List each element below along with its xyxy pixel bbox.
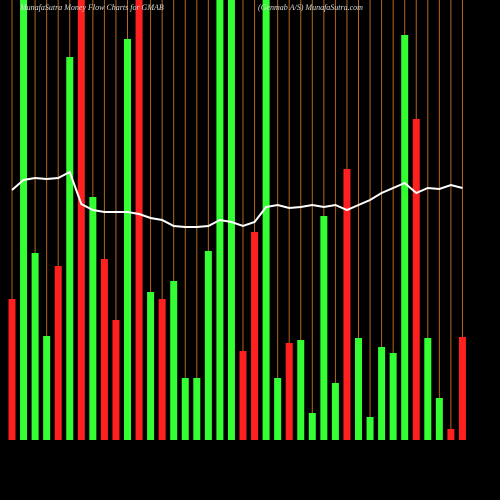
plot <box>8 0 466 440</box>
bar <box>8 299 16 440</box>
bar <box>274 378 282 440</box>
bar <box>77 0 85 440</box>
bar <box>181 378 189 440</box>
bar <box>20 0 28 440</box>
bar <box>54 266 62 440</box>
bar <box>320 216 328 440</box>
bar <box>378 347 386 440</box>
bar <box>147 292 155 440</box>
bar <box>435 398 443 440</box>
bar <box>308 413 316 440</box>
chart-title: MunafaSutra Money Flow Charts for GMAB <box>19 3 164 12</box>
bar <box>262 0 270 440</box>
flow-line <box>11 170 463 228</box>
bar <box>366 417 374 440</box>
bar <box>89 197 97 440</box>
bar <box>251 232 259 440</box>
bar <box>401 35 409 440</box>
bar <box>135 0 143 440</box>
bar <box>193 378 201 440</box>
bar <box>112 320 120 440</box>
bar <box>331 383 339 440</box>
bar <box>204 251 212 440</box>
bar <box>355 338 362 440</box>
chart-subtitle: (Genmab A/S) MunafaSutra.com <box>258 3 363 12</box>
bar <box>297 340 305 440</box>
bar <box>412 119 420 440</box>
bar <box>31 253 39 440</box>
bar <box>100 259 108 440</box>
bar <box>458 337 466 440</box>
bar <box>285 343 293 440</box>
bar <box>389 353 397 440</box>
bar <box>424 338 432 440</box>
bar <box>158 299 166 440</box>
bar <box>343 169 351 440</box>
bar <box>43 336 51 440</box>
bar <box>170 281 178 440</box>
bar <box>227 0 235 440</box>
bar <box>447 429 455 440</box>
bar <box>239 351 247 440</box>
bar <box>124 39 131 440</box>
bar <box>66 57 74 440</box>
